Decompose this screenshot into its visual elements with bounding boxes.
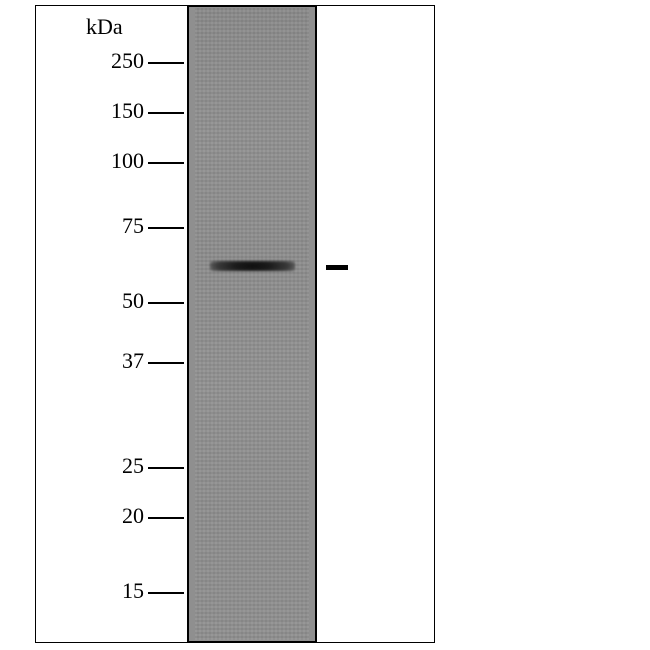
lane-fill [195, 8, 309, 640]
ladder-tick-75 [148, 227, 184, 229]
ladder-tick-150 [148, 112, 184, 114]
ladder-tick-20 [148, 517, 184, 519]
ladder-label-150: 150 [64, 98, 144, 124]
unit-label-text: kDa [86, 14, 123, 39]
ladder-tick-250 [148, 62, 184, 64]
ladder-tick-25 [148, 467, 184, 469]
band-marker [326, 265, 348, 270]
ladder-tick-50 [148, 302, 184, 304]
blot-canvas: kDa 250 150 100 75 50 37 25 20 15 [0, 0, 650, 650]
ladder-label-15: 15 [64, 578, 144, 604]
ladder-label-75: 75 [64, 213, 144, 239]
main-band [210, 261, 295, 271]
ladder-tick-100 [148, 162, 184, 164]
ladder-tick-37 [148, 362, 184, 364]
ladder-label-20: 20 [64, 503, 144, 529]
ladder-label-37: 37 [64, 348, 144, 374]
ladder-label-250: 250 [64, 48, 144, 74]
ladder-tick-15 [148, 592, 184, 594]
unit-label: kDa [86, 14, 123, 40]
ladder-label-25: 25 [64, 453, 144, 479]
ladder-label-100: 100 [64, 148, 144, 174]
ladder-label-50: 50 [64, 288, 144, 314]
